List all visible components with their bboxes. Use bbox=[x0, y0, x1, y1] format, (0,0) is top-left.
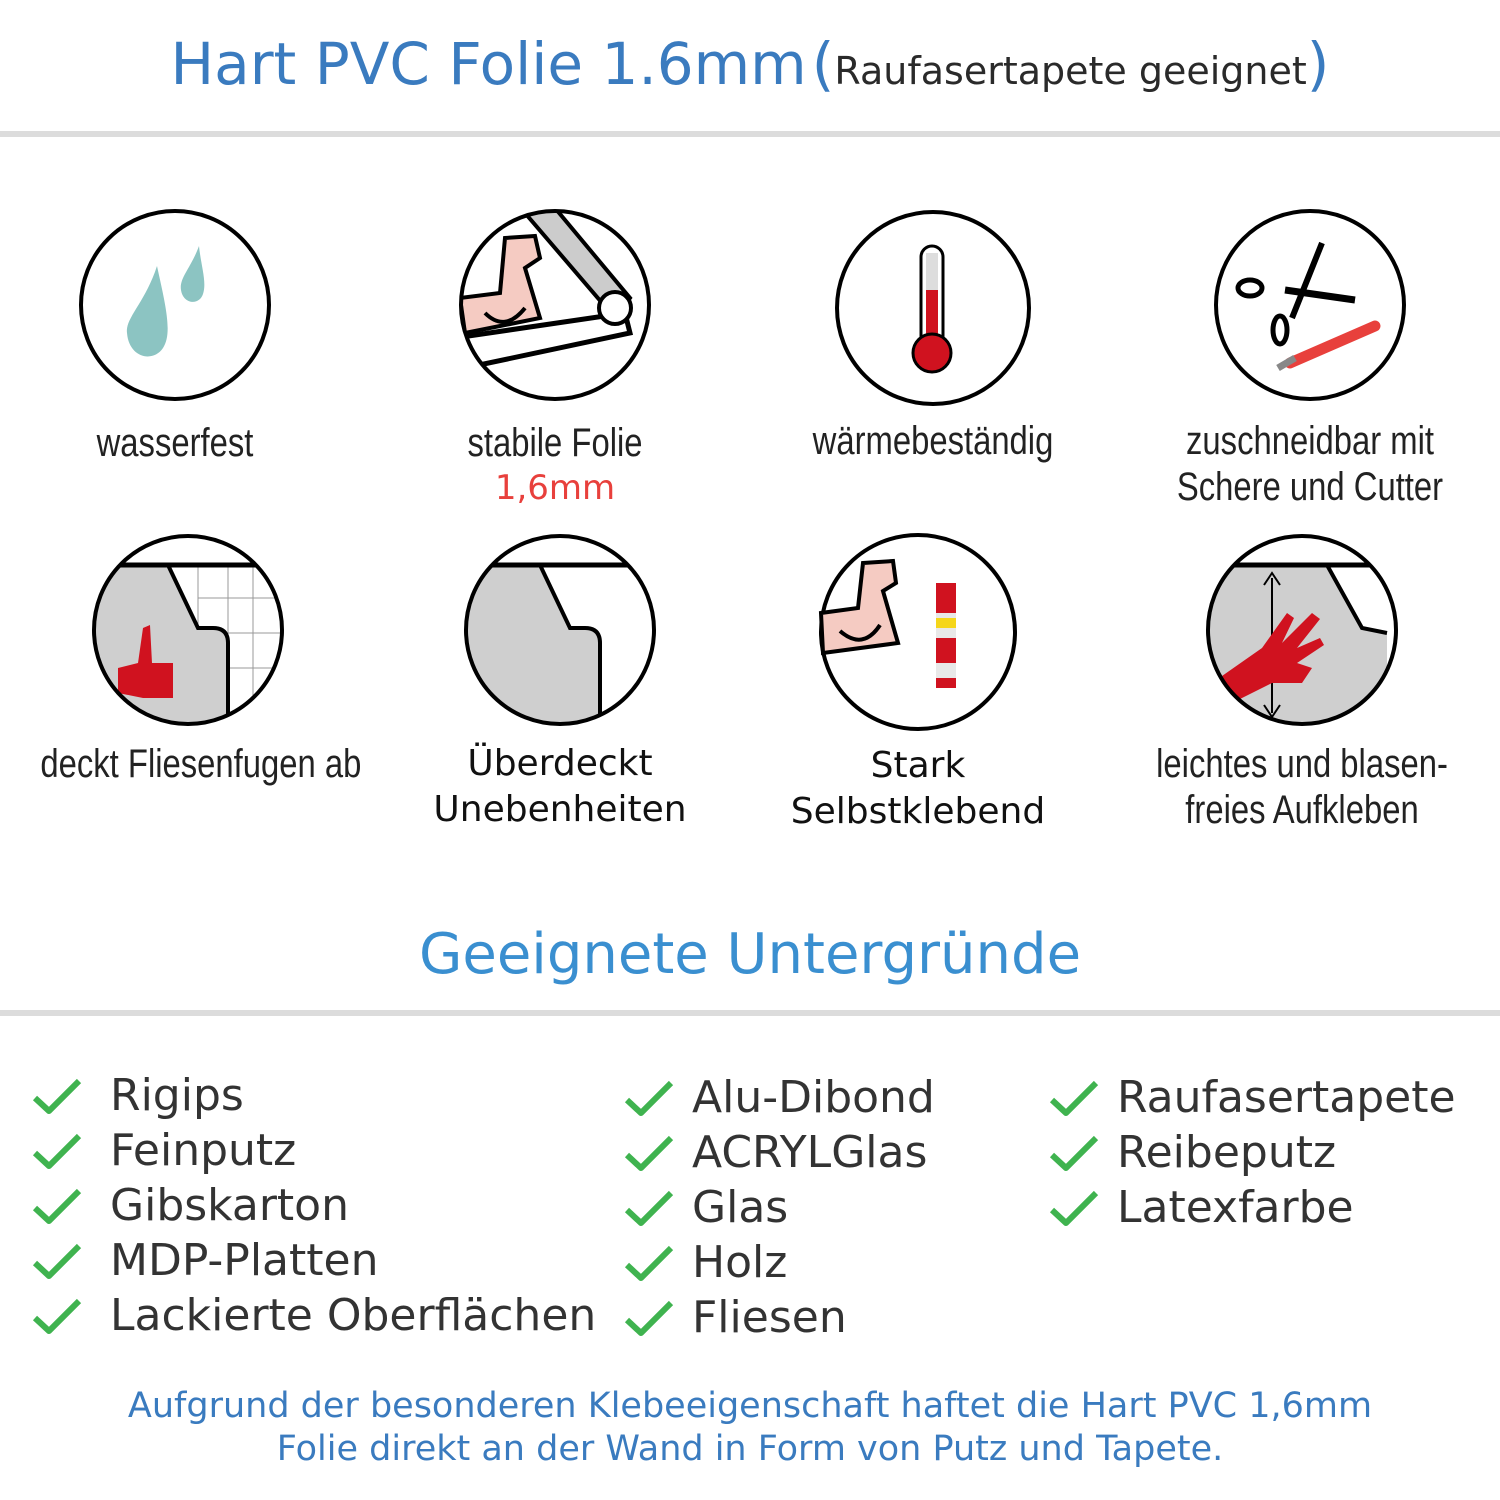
surface-list-item: Holz bbox=[624, 1235, 935, 1290]
surface-list-item: ACRYLGlas bbox=[624, 1125, 935, 1180]
check-icon bbox=[32, 1243, 82, 1279]
surface-label: Reibeputz bbox=[1117, 1127, 1337, 1178]
feature-zuschneidbar: zuschneidbar mit Schere und Cutter bbox=[1130, 208, 1490, 510]
divider bbox=[0, 131, 1500, 137]
footer-note: Aufgrund der besonderen Klebeeigenschaft… bbox=[127, 1386, 1373, 1469]
check-icon bbox=[624, 1190, 674, 1226]
surface-list-item: MDP-Platten bbox=[32, 1233, 596, 1288]
surface-list-item: Latexfarbe bbox=[1049, 1180, 1456, 1235]
surface-label: Lackierte Oberflächen bbox=[110, 1290, 597, 1341]
surface-label: ACRYLGlas bbox=[692, 1127, 928, 1178]
surface-label: Feinputz bbox=[110, 1125, 297, 1176]
thumbs-up-tiles-icon bbox=[92, 534, 284, 726]
divider bbox=[0, 1010, 1500, 1016]
surface-list-item: Fliesen bbox=[624, 1290, 935, 1345]
surface-list-item: Glas bbox=[624, 1180, 935, 1235]
surfaces-column-1: Rigips Feinputz Gibskarton MDP-Platten Lacki… bbox=[32, 1068, 596, 1343]
check-icon bbox=[624, 1135, 674, 1171]
surface-label: Raufasertapete bbox=[1117, 1072, 1456, 1123]
surface-list-item: Lackierte Oberflächen bbox=[32, 1288, 596, 1343]
foil-peel-icon bbox=[464, 534, 656, 726]
feature-wasserfest: wasserfest bbox=[0, 208, 355, 466]
check-icon bbox=[32, 1078, 82, 1114]
section-title: Geeignete Untergründe bbox=[418, 922, 1082, 987]
surface-list-item: Feinputz bbox=[32, 1123, 596, 1178]
strong-arm-roll-icon bbox=[459, 209, 651, 401]
check-icon bbox=[32, 1133, 82, 1169]
surface-label: Latexfarbe bbox=[1117, 1182, 1354, 1233]
surface-label: Glas bbox=[692, 1182, 789, 1233]
feature-unebenheiten: Überdeckt Unebenheiten bbox=[380, 533, 740, 833]
check-icon bbox=[32, 1188, 82, 1224]
check-icon bbox=[624, 1080, 674, 1116]
hand-smoothing-icon bbox=[1206, 534, 1398, 726]
page-title: Hart PVC Folie 1.6mm (Raufasertapete gee… bbox=[170, 30, 1330, 98]
feature-selbstklebend: Stark Selbstklebend bbox=[738, 533, 1098, 835]
check-icon bbox=[624, 1245, 674, 1281]
check-icon bbox=[1049, 1080, 1099, 1116]
thermometer-icon bbox=[835, 210, 1031, 406]
surface-label: Gibskarton bbox=[110, 1180, 349, 1231]
feature-waermebestaendig: wärmebeständig bbox=[753, 208, 1113, 464]
check-icon bbox=[1049, 1190, 1099, 1226]
check-icon bbox=[624, 1300, 674, 1336]
feature-blasenfrei: leichtes und blasen- freies Aufkleben bbox=[1122, 533, 1482, 833]
surfaces-column-2: Alu-Dibond ACRYLGlas Glas Holz Fliesen bbox=[624, 1070, 935, 1345]
surfaces-column-3: Raufasertapete Reibeputz Latexfarbe bbox=[1049, 1070, 1456, 1235]
surface-label: MDP-Platten bbox=[110, 1235, 379, 1286]
surface-list-item: Alu-Dibond bbox=[624, 1070, 935, 1125]
feature-fliesenfugen: deckt Fliesenfugen ab bbox=[8, 533, 368, 787]
water-drops-icon bbox=[79, 209, 271, 401]
surface-list-item: Gibskarton bbox=[32, 1178, 596, 1233]
strong-arm-glue-icon bbox=[818, 533, 1017, 731]
check-icon bbox=[32, 1298, 82, 1334]
surface-label: Alu-Dibond bbox=[692, 1072, 935, 1123]
surface-list-item: Raufasertapete bbox=[1049, 1070, 1456, 1125]
surface-label: Holz bbox=[692, 1237, 788, 1288]
surface-label: Rigips bbox=[110, 1070, 244, 1121]
surface-list-item: Reibeputz bbox=[1049, 1125, 1456, 1180]
feature-stabile-folie: stabile Folie 1,6mm bbox=[375, 208, 735, 510]
surface-list-item: Rigips bbox=[32, 1068, 596, 1123]
scissors-cutter-icon bbox=[1214, 209, 1406, 401]
surface-label: Fliesen bbox=[692, 1292, 847, 1343]
check-icon bbox=[1049, 1135, 1099, 1171]
